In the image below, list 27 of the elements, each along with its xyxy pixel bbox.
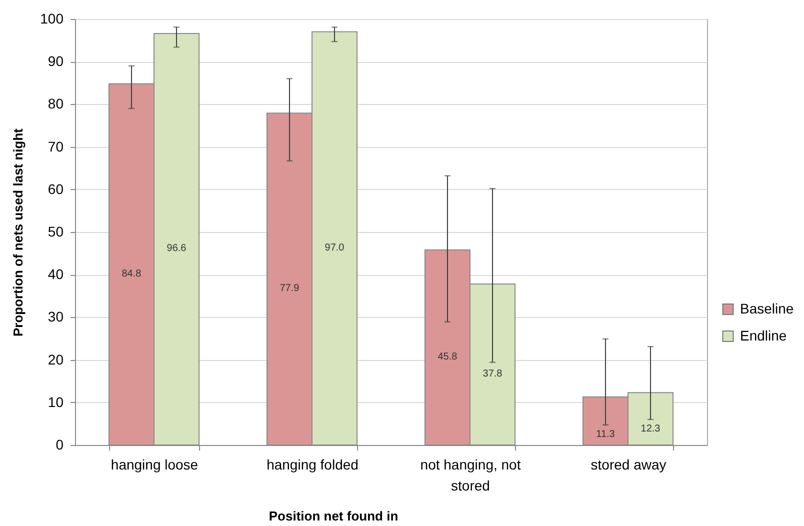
data-label: 97.0 xyxy=(324,242,345,254)
y-tick-label: 70 xyxy=(48,138,64,154)
y-tick-label: 50 xyxy=(48,224,64,240)
x-tick-label: stored away xyxy=(590,456,666,472)
data-label: 45.8 xyxy=(438,351,458,362)
x-tick-label: hanging loose xyxy=(110,456,198,472)
x-tick-label: hanging folded xyxy=(266,456,358,472)
y-tick-label: 30 xyxy=(48,308,64,325)
x-axis-title: Position net found in xyxy=(268,508,398,524)
data-label: 37.8 xyxy=(482,368,503,380)
y-tick-label: 60 xyxy=(48,180,64,197)
data-label: 11.3 xyxy=(596,428,616,440)
legend-label: Endline xyxy=(740,327,787,344)
data-label: 96.6 xyxy=(166,243,187,254)
y-tick-label: 90 xyxy=(48,53,64,70)
y-tick-label: 0 xyxy=(56,436,64,452)
data-label: 84.8 xyxy=(122,268,142,280)
data-label: 77.9 xyxy=(280,283,300,294)
legend-label: Baseline xyxy=(740,300,794,316)
y-tick-label: 80 xyxy=(48,96,64,112)
y-tick-label: 40 xyxy=(48,266,64,282)
y-axis-title: Proportion of nets used last night xyxy=(10,128,26,336)
y-tick-label: 20 xyxy=(48,351,64,368)
data-label: 12.3 xyxy=(640,423,661,434)
x-tick-label: not hanging, not stored xyxy=(420,456,521,494)
y-tick-label: 100 xyxy=(40,10,64,26)
y-tick-label: 10 xyxy=(48,394,64,410)
